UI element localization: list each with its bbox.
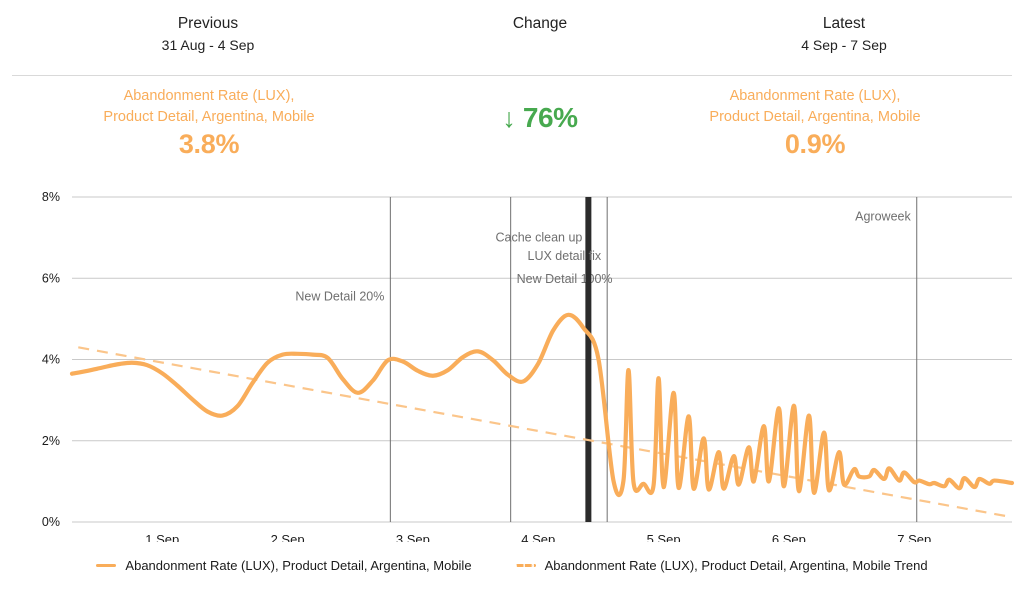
summary-column-previous: Previous 31 Aug - 4 Sep — [0, 14, 416, 56]
summary-column-latest: Latest 4 Sep - 7 Sep — [664, 14, 1024, 56]
metric-latest-value: 0.9% — [784, 129, 846, 159]
summary-range-previous: 31 Aug - 4 Sep — [161, 37, 255, 53]
annotation-label: Cache clean up — [495, 231, 582, 245]
x-axis-tick-label: 7 Sep — [897, 532, 931, 542]
summary-title-previous: Previous — [177, 15, 239, 32]
chart-y-axis-ticks: 0% 2% 4% 6% 8% — [42, 190, 60, 529]
metric-previous-value: 3.8% — [178, 129, 240, 159]
series-line-abandonment-rate — [69, 312, 1015, 498]
y-axis-tick-label: 0% — [42, 515, 60, 529]
summary-header: Previous 31 Aug - 4 Sep Change Latest 4 … — [0, 0, 1024, 56]
header-divider — [12, 75, 1012, 76]
legend-item-trend[interactable]: Abandonment Rate (LUX), Product Detail, … — [515, 558, 928, 573]
y-axis-tick-label: 8% — [42, 190, 60, 204]
legend-swatch-solid-icon — [96, 564, 117, 567]
x-axis-tick-label: 4 Sep — [521, 532, 555, 542]
chart-x-axis-ticks: 1 Sep 2 Sep 3 Sep 4 Sep 5 Sep 6 Sep 7 Sep — [145, 532, 931, 542]
legend-label-series: Abandonment Rate (LUX), Product Detail, … — [125, 558, 472, 573]
y-axis-tick-label: 4% — [42, 353, 60, 367]
metric-previous-label-line1: Abandonment Rate (LUX), — [123, 88, 295, 104]
metric-previous-label-line2: Product Detail, Argentina, Mobile — [103, 109, 315, 125]
legend-item-series[interactable]: Abandonment Rate (LUX), Product Detail, … — [96, 558, 472, 573]
x-axis-tick-label: 1 Sep — [145, 532, 179, 542]
y-axis-tick-label: 6% — [42, 271, 60, 285]
metric-change-value: 76% — [522, 102, 578, 133]
x-axis-tick-label: 3 Sep — [396, 532, 430, 542]
metric-latest: Abandonment Rate (LUX), Product Detail, … — [622, 86, 1008, 161]
chart-annotations: New Detail 20% New Detail 100% Cache clean… — [295, 197, 918, 522]
series-line-trend — [78, 346, 1013, 519]
x-axis-tick-label: 2 Sep — [271, 532, 305, 542]
annotation-label: Agroweek — [855, 210, 911, 224]
chart-trend-line — [78, 346, 1013, 519]
x-axis-tick-label: 5 Sep — [647, 532, 681, 542]
metric-previous: Abandonment Rate (LUX), Product Detail, … — [16, 86, 402, 161]
metric-latest-label-line2: Product Detail, Argentina, Mobile — [709, 109, 921, 125]
summary-range-latest: 4 Sep - 7 Sep — [801, 37, 887, 53]
summary-title-latest: Latest — [822, 15, 866, 32]
x-axis-tick-label: 6 Sep — [772, 532, 806, 542]
annotation-label: New Detail 100% — [517, 272, 613, 286]
chart-gridlines — [72, 196, 1012, 523]
metric-change: ↓ 76% — [416, 104, 664, 132]
summary-column-change: Change — [416, 14, 664, 56]
arrow-down-icon: ↓ — [502, 102, 516, 133]
metric-latest-label-line1: Abandonment Rate (LUX), — [729, 88, 901, 104]
annotation-label: LUX detail fix — [528, 249, 602, 263]
chart-legend: Abandonment Rate (LUX), Product Detail, … — [0, 558, 1024, 573]
annotation-label: New Detail 20% — [295, 290, 384, 304]
line-chart: 0% 2% 4% 6% 8% New Detail 20% New Detail 100%… — [42, 190, 1015, 542]
y-axis-tick-label: 2% — [42, 434, 60, 448]
summary-title-change: Change — [512, 15, 568, 32]
chart-container: 0% 2% 4% 6% 8% New Detail 20% New Detail 100%… — [0, 182, 1024, 542]
legend-label-trend: Abandonment Rate (LUX), Product Detail, … — [544, 558, 928, 573]
metrics-row: Abandonment Rate (LUX), Product Detail, … — [0, 86, 1024, 176]
legend-swatch-dashed-icon — [515, 564, 536, 567]
chart-data-line — [69, 312, 1015, 498]
